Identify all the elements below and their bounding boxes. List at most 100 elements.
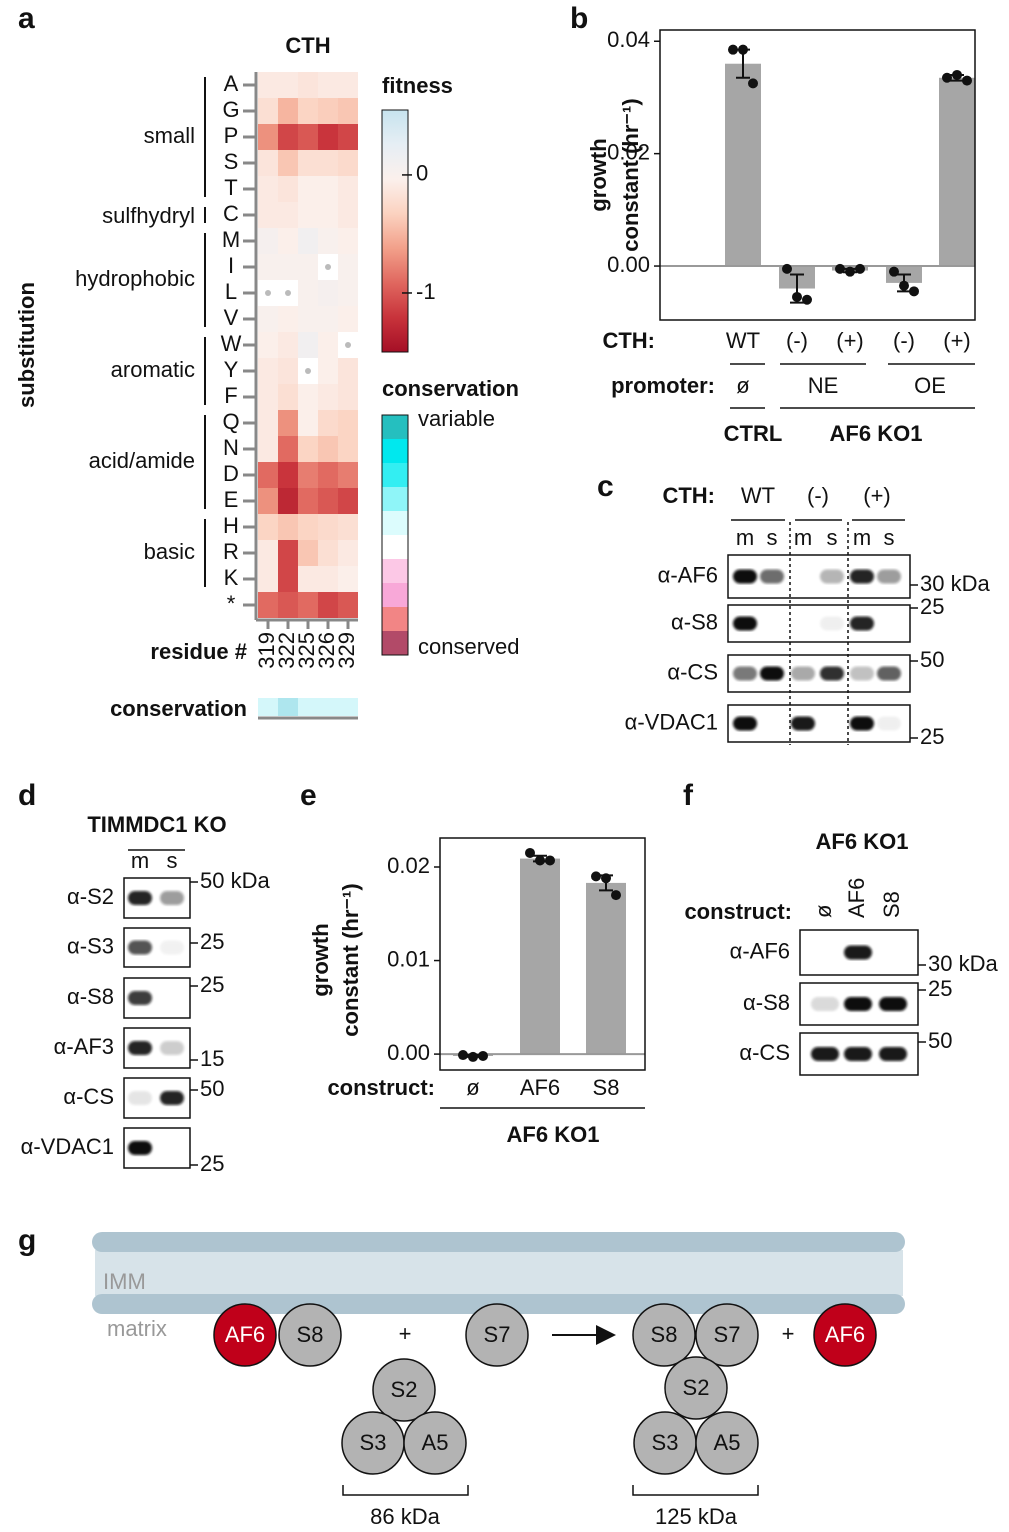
- size-marker: 25: [920, 594, 944, 619]
- heatmap-cell: [338, 280, 358, 306]
- panel-letter: e: [300, 779, 317, 812]
- conservation-swatch: [382, 487, 408, 511]
- data-point: [738, 44, 748, 55]
- heatmap-cell: [338, 202, 358, 228]
- row-label: M: [222, 227, 240, 252]
- lane-label: s: [167, 848, 178, 873]
- heatmap-cell: [258, 228, 278, 254]
- heatmap-cell: [318, 150, 338, 176]
- conservation-swatch: [382, 511, 408, 535]
- plot-frame: [659, 29, 976, 321]
- heatmap-cell: [258, 306, 278, 332]
- y-tick-label: 0.02: [607, 139, 650, 164]
- y-axis-label: substitution: [14, 282, 39, 408]
- lane-label: m: [853, 525, 871, 550]
- data-point: [782, 263, 792, 274]
- subunit: [695, 1303, 759, 1367]
- lane-label: m: [131, 848, 149, 873]
- heatmap-cell: [338, 540, 358, 566]
- heatmap-cell: [318, 280, 338, 306]
- heatmap-cell: [278, 124, 298, 150]
- bar: [586, 882, 626, 1055]
- x-tick-label: (+): [943, 328, 971, 353]
- heatmap-cell: [338, 72, 358, 98]
- heatmap-cell: [278, 436, 298, 462]
- band: [844, 997, 872, 1011]
- panel-letter: b: [570, 2, 588, 35]
- heatmap-cell: [318, 514, 338, 540]
- heatmap-cell: [258, 124, 278, 150]
- size-marker: 30 kDa: [920, 571, 990, 596]
- conservation-swatch: [382, 559, 408, 583]
- category-row-label: promoter:: [611, 373, 715, 398]
- band: [879, 997, 907, 1011]
- size-label: 86 kDa: [370, 1504, 440, 1529]
- group-label: sulfhydryl: [102, 203, 195, 228]
- header-label: (+): [863, 483, 891, 508]
- conservation-swatch: [382, 535, 408, 559]
- blot-title: TIMMDC1 KO: [87, 812, 226, 837]
- band: [820, 569, 844, 584]
- lane-label: AF6: [844, 878, 869, 918]
- heatmap-cell: [278, 514, 298, 540]
- panel-letter: a: [18, 2, 35, 35]
- heatmap-cell: [318, 462, 338, 488]
- size-marker: 50: [928, 1028, 952, 1053]
- heatmap-cell: [278, 306, 298, 332]
- heatmap-cell: [338, 254, 358, 280]
- size-marker: 15: [200, 1046, 224, 1071]
- blot-frame: [727, 604, 911, 643]
- row-label: A: [224, 71, 239, 96]
- column-label: 322: [274, 632, 299, 669]
- y-tick-label: 0.04: [607, 27, 650, 52]
- lane-label: ø: [811, 905, 836, 918]
- row-label: N: [223, 435, 239, 460]
- heatmap-cell: [318, 410, 338, 436]
- membrane-label: IMM: [103, 1269, 146, 1294]
- group-label: small: [144, 123, 195, 148]
- heatmap-cell: [278, 540, 298, 566]
- column-label: 325: [294, 632, 319, 669]
- band: [850, 666, 874, 681]
- heatmap-cell: [278, 384, 298, 410]
- conservation-frame: [381, 414, 409, 656]
- y-tick-label: 0.02: [387, 853, 430, 878]
- band: [128, 1141, 152, 1155]
- heatmap-cell: [338, 176, 358, 202]
- subunit: [278, 1303, 342, 1367]
- heatmap-cell: [258, 410, 278, 436]
- data-point: [591, 871, 601, 882]
- band: [791, 666, 815, 681]
- subunit-label: A5: [714, 1430, 741, 1455]
- conservation-swatch: [382, 583, 408, 607]
- category-row-label: CTH:: [602, 328, 655, 353]
- x-tick-label: (-): [893, 328, 915, 353]
- row-label: *: [227, 591, 236, 616]
- blot-frame: [123, 1127, 191, 1169]
- x-axis-label: residue #: [150, 639, 247, 664]
- bar: [939, 77, 975, 267]
- data-point: [899, 280, 909, 291]
- y-tick-label: 0.00: [387, 1040, 430, 1065]
- subunit-label: S8: [297, 1322, 324, 1347]
- heatmap-cell: [298, 150, 318, 176]
- heatmap-cell: [338, 592, 358, 618]
- y-axis-label: growth: [308, 923, 333, 996]
- x-tick-label: (+): [836, 328, 864, 353]
- group-label: acid/amide: [89, 448, 195, 473]
- heatmap-cell: [278, 254, 298, 280]
- heatmap-cell: [278, 488, 298, 514]
- antibody-label: α-AF6: [658, 562, 718, 587]
- row-label: P: [224, 123, 239, 148]
- header-label: WT: [741, 483, 775, 508]
- heatmap-cell: [258, 332, 278, 358]
- size-marker: 50: [200, 1076, 224, 1101]
- legend-title: conservation: [382, 376, 519, 401]
- blot-title: AF6 KO1: [816, 829, 909, 854]
- subunit-label: S3: [360, 1430, 387, 1455]
- lane-label: m: [736, 525, 754, 550]
- conservation-swatch: [382, 631, 408, 655]
- colorbar-tick-label: -1: [416, 279, 436, 304]
- membrane-outer: [92, 1232, 905, 1252]
- y-axis-label: growth: [586, 138, 611, 211]
